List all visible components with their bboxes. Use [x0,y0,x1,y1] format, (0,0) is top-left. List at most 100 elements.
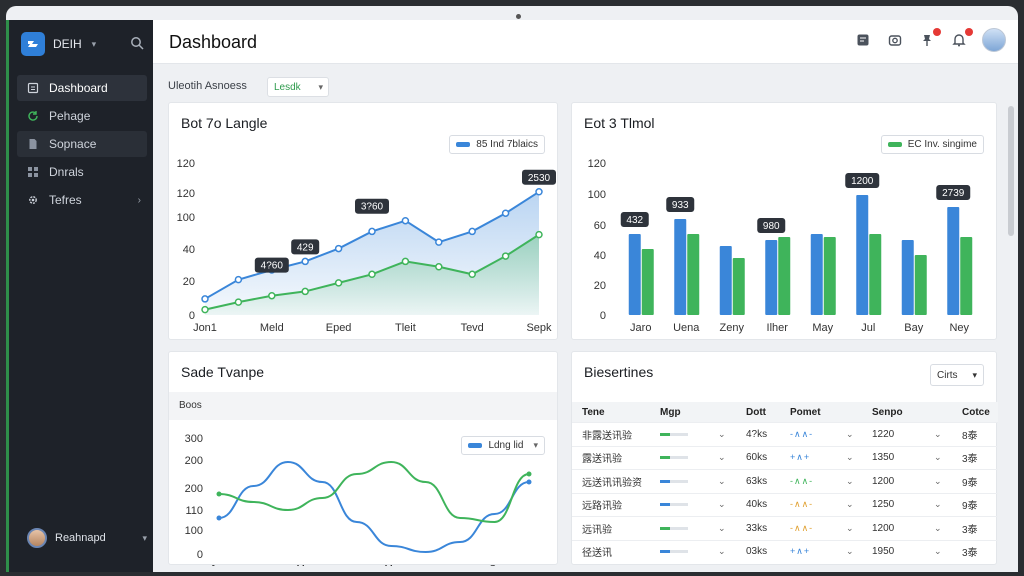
camera-icon[interactable] [886,31,904,49]
sidebar-item-dashboard[interactable]: Dashboard [17,75,147,101]
column-header[interactable]: Senpo [872,406,903,418]
sidebar-item-pehage[interactable]: Pehage [17,103,147,129]
brand[interactable]: DEIH ▾ [21,32,96,56]
pin-icon[interactable] [918,28,941,49]
sidebar-item-dnrals[interactable]: Dnrals [17,159,147,185]
chevron-down-icon[interactable]: ⌄ [846,428,854,439]
y-tick-label: 120 [588,158,606,170]
table-row[interactable]: 远讯验 ⌄ 33ks -∧∧- ⌄ 1200 ⌄ 3泰 [572,516,998,540]
y-tick-label: 0 [189,310,195,322]
chevron-down-icon[interactable]: ⌄ [718,546,726,557]
x-tick-label: Sege [489,564,513,566]
app-window: DEIH ▾ Dashboard Pehage Sopnace Dnrals [6,6,1018,572]
chevron-down-icon[interactable]: ⌄ [846,475,854,486]
row-dott: 63ks [746,475,768,487]
column-header[interactable]: Cotce [962,406,990,418]
row-dott: 60ks [746,452,768,464]
user-menu[interactable]: Reahnapd ▾ [27,528,147,548]
data-label: 432 [626,215,643,226]
table-filter-dropdown[interactable]: Cirts ▾ [930,364,984,386]
bar [810,234,823,315]
series-line [218,460,530,524]
data-point [268,291,276,300]
table-row[interactable]: 径送讯 ⌄ 03ks +∧+ ⌄ 1950 ⌄ 3泰 [572,539,998,564]
row-name: 远路讯验 [582,501,622,513]
x-tick-label: Eped [326,322,352,334]
filter-dropdown[interactable]: Lesdk ▾ [267,77,329,97]
chevron-down-icon[interactable]: ⌄ [846,522,854,533]
y-tick-label: 20 [594,280,606,292]
chevron-down-icon[interactable]: ⌄ [718,452,726,463]
data-point [368,270,376,279]
table-row[interactable]: 非露送讯验 ⌄ 4?ks -∧∧- ⌄ 1220 ⌄ 8泰 [572,422,998,446]
page-scrollbar[interactable] [1008,106,1014,236]
bar [856,195,869,315]
chevron-down-icon[interactable]: ⌄ [934,499,942,510]
progress-track [660,456,688,460]
search-icon[interactable] [130,36,144,50]
chevron-down-icon[interactable]: ⌄ [718,475,726,486]
data-point [501,209,510,217]
chevron-down-icon[interactable]: ⌄ [718,522,726,533]
column-header[interactable]: Tene [582,406,605,418]
chevron-down-icon[interactable]: ⌄ [934,475,942,486]
chevron-down-icon[interactable]: ⌄ [934,428,942,439]
progress-fill [660,432,670,436]
progress-track [660,432,688,436]
x-tick-label: Sepk [526,322,552,334]
bell-icon[interactable] [950,28,973,49]
legend-swatch [456,142,471,147]
mgp-bar [660,499,718,510]
bar [674,219,687,315]
column-header[interactable]: Dott [746,406,766,418]
mgp-bar [660,476,718,487]
table-row[interactable]: 远送讯讯验资 ⌄ 63ks -∧∧- ⌄ 1200 ⌄ 9泰 [572,469,998,493]
table-row[interactable]: 露送讯验 ⌄ 60ks +∧+ ⌄ 1350 ⌄ 3泰 [572,445,998,470]
data-point [468,270,476,279]
data-point [216,491,222,497]
row-senpo: 1200 [872,475,895,487]
sidebar-item-sopnace[interactable]: Sopnace [17,131,147,157]
data-point [526,471,532,477]
data-point [301,257,309,266]
chevron-down-icon[interactable]: ⌄ [934,522,942,533]
bar [641,249,654,315]
series-line [218,460,530,554]
area-chart: 0 20 40 100 120 120 Jon1 Meld Eped Tleit Tevd Sepk 4… [177,158,556,334]
chevron-down-icon[interactable]: ⌄ [934,546,942,557]
notes-icon[interactable] [854,31,872,49]
chevron-down-icon[interactable]: ⌄ [718,428,726,439]
x-tick-label: Tevd [461,322,484,334]
chart-legend[interactable]: EC Inv. singime [880,135,984,154]
data-point [301,287,309,296]
chart-legend[interactable]: 85 Ind 7blaics [449,135,545,154]
chevron-down-icon[interactable]: ⌄ [846,546,854,557]
sidebar-item-label: Tefres [49,193,82,207]
avatar [27,528,47,548]
chevron-down-icon[interactable]: ⌄ [846,499,854,510]
data-point [234,298,243,306]
chevron-down-icon[interactable]: ⌄ [846,452,854,463]
data-point [526,479,532,485]
legend-label: 85 Ind 7blaics [476,139,538,150]
x-tick-label: Meld [260,322,284,334]
sidebar-item-tefres[interactable]: Tefres › [17,187,147,213]
row-cotce: 3泰 [962,548,978,560]
table-body: 非露送讯验 ⌄ 4?ks -∧∧- ⌄ 1220 ⌄ 8泰 露送讯验 ⌄ 60ks +∧+ ⌄ 1350 ⌄… [572,422,998,563]
chart-legend[interactable]: Ldng lid ▾ [461,436,545,455]
table-row[interactable]: 远路讯验 ⌄ 40ks -∧∧- ⌄ 1250 ⌄ 9泰 [572,492,998,517]
avatar[interactable] [982,28,1006,52]
column-header[interactable]: Mgp [660,406,681,418]
mgp-bar [660,546,718,557]
row-senpo: 1220 [872,428,895,440]
mgp-bar [660,429,718,440]
chevron-down-icon[interactable]: ⌄ [934,452,942,463]
data-point [435,238,443,246]
x-tick-label: Ilher [767,322,789,334]
column-header[interactable]: Pomet [790,406,821,418]
progress-fill [660,526,670,530]
chevron-down-icon[interactable]: ⌄ [718,499,726,510]
bar [947,207,960,315]
legend-swatch [887,142,902,147]
x-tick-label: Jaro [630,322,651,334]
